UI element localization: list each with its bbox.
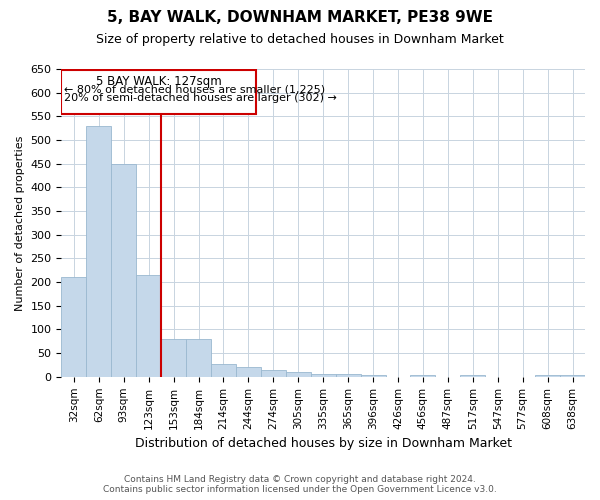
Text: ← 80% of detached houses are smaller (1,225): ← 80% of detached houses are smaller (1,… — [64, 84, 325, 94]
Text: Size of property relative to detached houses in Downham Market: Size of property relative to detached ho… — [96, 32, 504, 46]
X-axis label: Distribution of detached houses by size in Downham Market: Distribution of detached houses by size … — [135, 437, 512, 450]
Text: 20% of semi-detached houses are larger (302) →: 20% of semi-detached houses are larger (… — [64, 92, 337, 102]
Bar — [535, 376, 560, 377]
Bar — [111, 164, 136, 377]
Bar — [211, 364, 236, 377]
Bar — [161, 339, 186, 377]
Bar — [61, 70, 256, 114]
Bar — [136, 275, 161, 377]
Bar — [236, 368, 261, 377]
Y-axis label: Number of detached properties: Number of detached properties — [15, 135, 25, 310]
Bar — [410, 376, 436, 377]
Bar — [61, 278, 86, 377]
Text: 5 BAY WALK: 127sqm: 5 BAY WALK: 127sqm — [96, 74, 221, 88]
Bar — [335, 374, 361, 377]
Bar — [560, 376, 585, 377]
Bar — [286, 372, 311, 377]
Bar — [311, 374, 335, 377]
Bar — [261, 370, 286, 377]
Bar — [361, 376, 386, 377]
Bar — [460, 376, 485, 377]
Bar — [186, 339, 211, 377]
Bar — [86, 126, 111, 377]
Text: Contains HM Land Registry data © Crown copyright and database right 2024.
Contai: Contains HM Land Registry data © Crown c… — [103, 474, 497, 494]
Text: 5, BAY WALK, DOWNHAM MARKET, PE38 9WE: 5, BAY WALK, DOWNHAM MARKET, PE38 9WE — [107, 10, 493, 25]
